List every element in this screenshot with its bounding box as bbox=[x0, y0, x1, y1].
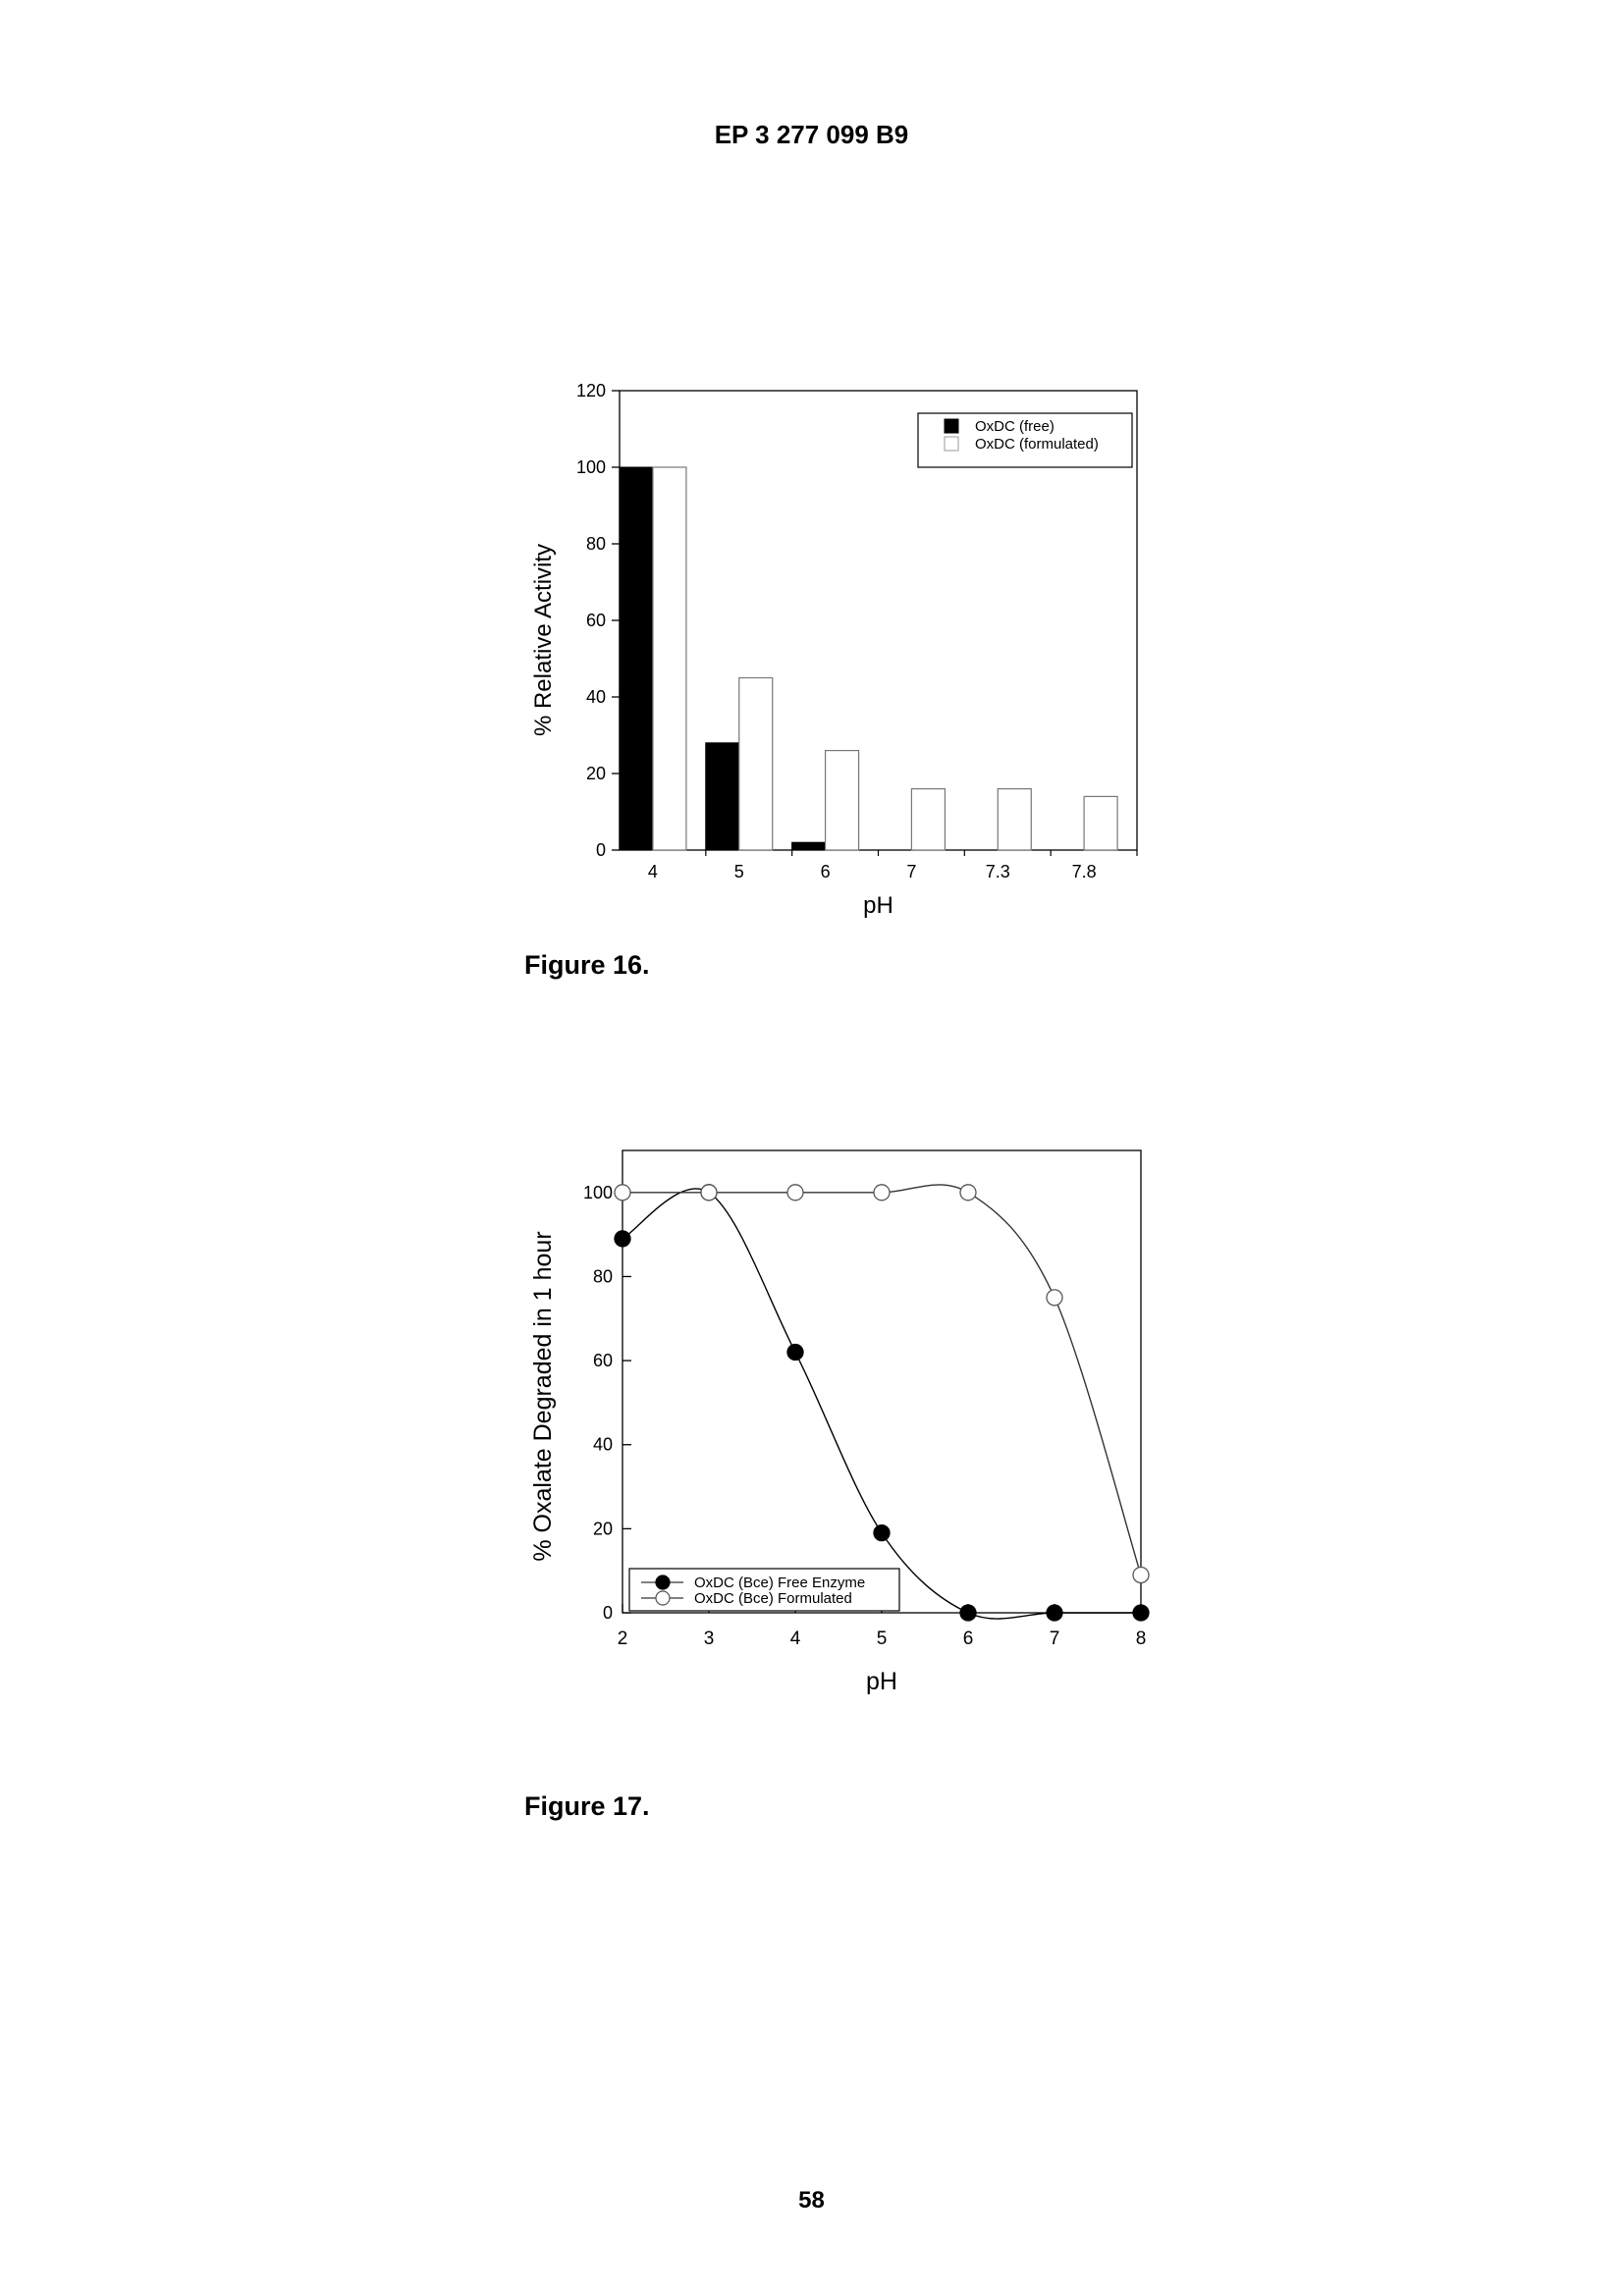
x-tick-label: 7.8 bbox=[1072, 862, 1097, 881]
x-tick-label: 2 bbox=[618, 1629, 628, 1649]
x-tick-label: 3 bbox=[704, 1629, 715, 1649]
y-tick-label: 120 bbox=[576, 381, 606, 400]
plot-frame bbox=[622, 1149, 1142, 1614]
legend-box bbox=[628, 1568, 900, 1612]
bar-formulated bbox=[910, 787, 947, 851]
x-tick-label: 5 bbox=[877, 1629, 888, 1649]
x-tick-label: 7.3 bbox=[986, 862, 1010, 881]
bar-formulated bbox=[652, 466, 687, 851]
y-tick-label: 80 bbox=[586, 534, 606, 554]
x-tick-label: 7 bbox=[906, 862, 916, 881]
y-tick-label: 100 bbox=[576, 457, 606, 477]
y-tick-label: 40 bbox=[593, 1435, 613, 1455]
legend-label: OxDC (free) bbox=[975, 418, 1055, 435]
point-free-enzyme bbox=[1046, 1604, 1063, 1622]
bar-formulated bbox=[738, 676, 774, 851]
point-formulated bbox=[1046, 1289, 1063, 1307]
y-axis-label: % Relative Activity bbox=[530, 544, 557, 736]
figure-16-caption: Figure 16. bbox=[524, 950, 650, 980]
y-tick-label: 60 bbox=[593, 1351, 613, 1370]
y-tick-label: 100 bbox=[583, 1183, 613, 1202]
legend-swatch bbox=[944, 436, 959, 452]
figure-17-caption: Figure 17. bbox=[524, 1791, 650, 1821]
x-axis-label: pH bbox=[866, 1668, 897, 1695]
legend-label: OxDC (Bce) Free Enzyme bbox=[694, 1575, 865, 1591]
legend-marker bbox=[655, 1575, 671, 1590]
y-tick-label: 0 bbox=[596, 840, 606, 860]
legend-swatch bbox=[944, 418, 959, 434]
page-number: 58 bbox=[798, 2187, 825, 2214]
point-formulated bbox=[959, 1184, 977, 1201]
y-tick-label: 0 bbox=[603, 1603, 613, 1623]
point-formulated bbox=[786, 1184, 804, 1201]
x-tick-label: 5 bbox=[734, 862, 744, 881]
legend-label: OxDC (formulated) bbox=[975, 436, 1099, 453]
y-tick-label: 80 bbox=[593, 1266, 613, 1286]
bar-formulated bbox=[1083, 795, 1118, 851]
x-tick-label: 7 bbox=[1050, 1629, 1060, 1649]
point-formulated bbox=[1132, 1566, 1150, 1584]
x-tick-label: 6 bbox=[963, 1629, 974, 1649]
x-tick-label: 4 bbox=[790, 1629, 801, 1649]
y-tick-label: 40 bbox=[586, 687, 606, 707]
y-axis-label: % Oxalate Degraded in 1 hour bbox=[529, 1231, 557, 1561]
bar-free bbox=[619, 466, 654, 851]
bar-formulated bbox=[997, 787, 1032, 851]
y-tick-label: 60 bbox=[586, 611, 606, 630]
document-header: EP 3 277 099 B9 bbox=[714, 120, 909, 149]
legend-marker bbox=[655, 1590, 671, 1606]
bar-formulated bbox=[824, 749, 860, 851]
point-free-enzyme bbox=[1132, 1604, 1150, 1622]
x-axis-label: pH bbox=[863, 892, 893, 919]
point-free-enzyme bbox=[614, 1230, 631, 1248]
point-formulated bbox=[873, 1184, 891, 1201]
series-formulated-line bbox=[622, 1184, 1142, 1575]
point-free-enzyme bbox=[959, 1604, 977, 1622]
legend-label: OxDC (Bce) Formulated bbox=[694, 1590, 852, 1607]
y-tick-label: 20 bbox=[593, 1519, 613, 1538]
y-tick-label: 20 bbox=[586, 764, 606, 783]
point-formulated bbox=[614, 1184, 631, 1201]
x-tick-label: 4 bbox=[648, 862, 658, 881]
point-formulated bbox=[700, 1184, 718, 1201]
figure-16-bar-chart: 0 20 40 60 80 100 120 4 5 6 7 7.3 7.8 pH % Relative Ac… bbox=[530, 381, 1138, 919]
x-tick-label: 8 bbox=[1136, 1629, 1147, 1649]
point-free-enzyme bbox=[786, 1343, 804, 1362]
figure-17-line-chart: 0 20 40 60 80 100 2 3 4 5 6 7 8 pH % Oxalate Degraded … bbox=[529, 1149, 1150, 1695]
point-free-enzyme bbox=[873, 1523, 891, 1542]
x-tick-label: 6 bbox=[821, 862, 831, 881]
series-free-line bbox=[622, 1188, 1141, 1620]
